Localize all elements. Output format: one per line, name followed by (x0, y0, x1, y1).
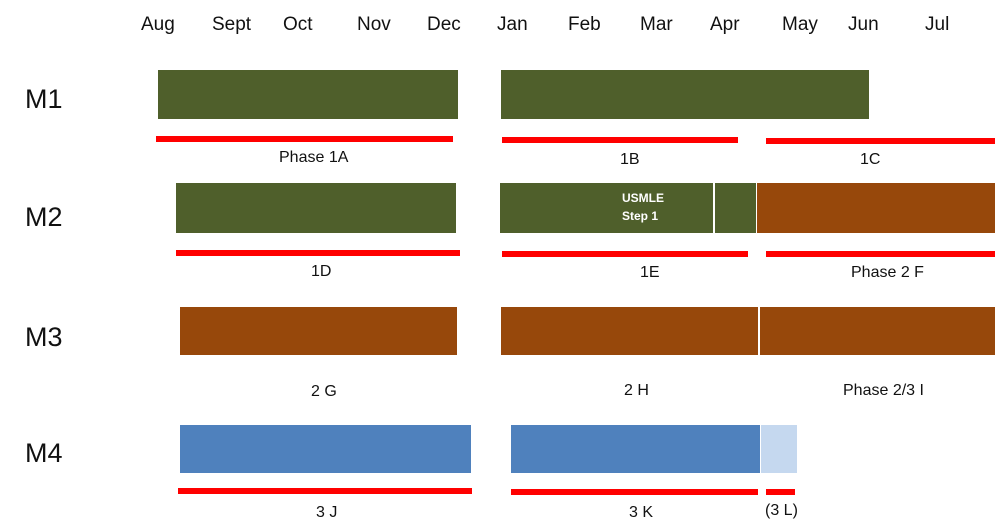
month-label: Aug (141, 14, 175, 35)
row-label-m4: M4 (25, 438, 63, 468)
month-label: Nov (357, 14, 391, 35)
span-line-2f (766, 251, 995, 257)
month-label: May (782, 14, 818, 35)
phase-label-2g: 2 G (311, 383, 337, 400)
phase-label-2h: 2 H (624, 382, 649, 399)
span-line-3k (511, 489, 758, 495)
span-line-1e (502, 251, 748, 257)
usmle-step-label: Step 1 (622, 209, 659, 223)
month-label: Mar (640, 14, 673, 35)
month-label: Jun (848, 14, 879, 35)
bar-phase-3k (511, 425, 760, 473)
bar-divider (758, 307, 760, 355)
month-label: Feb (568, 14, 601, 35)
phase-label-1e: 1E (640, 264, 660, 281)
row-label-m1: M1 (25, 84, 63, 114)
span-line-3l (766, 489, 795, 495)
phase-label-3k: 3 K (629, 504, 654, 521)
phase-label-1b: 1B (620, 151, 640, 168)
bar-phase-2f (757, 183, 995, 233)
phase-label-1a: Phase 1A (279, 149, 349, 166)
month-label: Jan (497, 14, 528, 35)
usmle-label: USMLE (622, 191, 664, 205)
month-label: Dec (427, 14, 461, 35)
bar-phase-1d (176, 183, 456, 233)
phase-label-3j: 3 J (316, 504, 338, 521)
phase-label-2f: Phase 2 F (851, 264, 924, 281)
row-label-m2: M2 (25, 202, 63, 232)
month-label: Apr (710, 14, 740, 35)
bar-phase-1a (158, 70, 458, 119)
month-label: Jul (925, 14, 950, 35)
span-line-1d (176, 250, 460, 256)
span-line-1a (156, 136, 453, 142)
bar-phase-1b-1c (501, 70, 869, 119)
bar-phase-3j (180, 425, 471, 473)
month-label: Sept (212, 14, 252, 35)
span-line-3j (178, 488, 472, 494)
row-label-m3: M3 (25, 322, 63, 352)
span-line-1b (502, 137, 738, 143)
bar-phase-3l (761, 425, 797, 473)
month-label: Oct (283, 14, 313, 35)
bar-phase-2g (180, 307, 457, 355)
phase-label-3l: (3 L) (765, 502, 798, 519)
span-line-1c (766, 138, 995, 144)
phase-label-1d: 1D (311, 263, 332, 280)
phase-label-2-3i: Phase 2/3 I (843, 382, 924, 399)
phase-label-1c: 1C (860, 151, 881, 168)
usmle-step1-block: USMLE Step 1 (622, 189, 664, 225)
bar-phase-2h-2-3i (501, 307, 995, 355)
bar-divider (713, 183, 715, 233)
